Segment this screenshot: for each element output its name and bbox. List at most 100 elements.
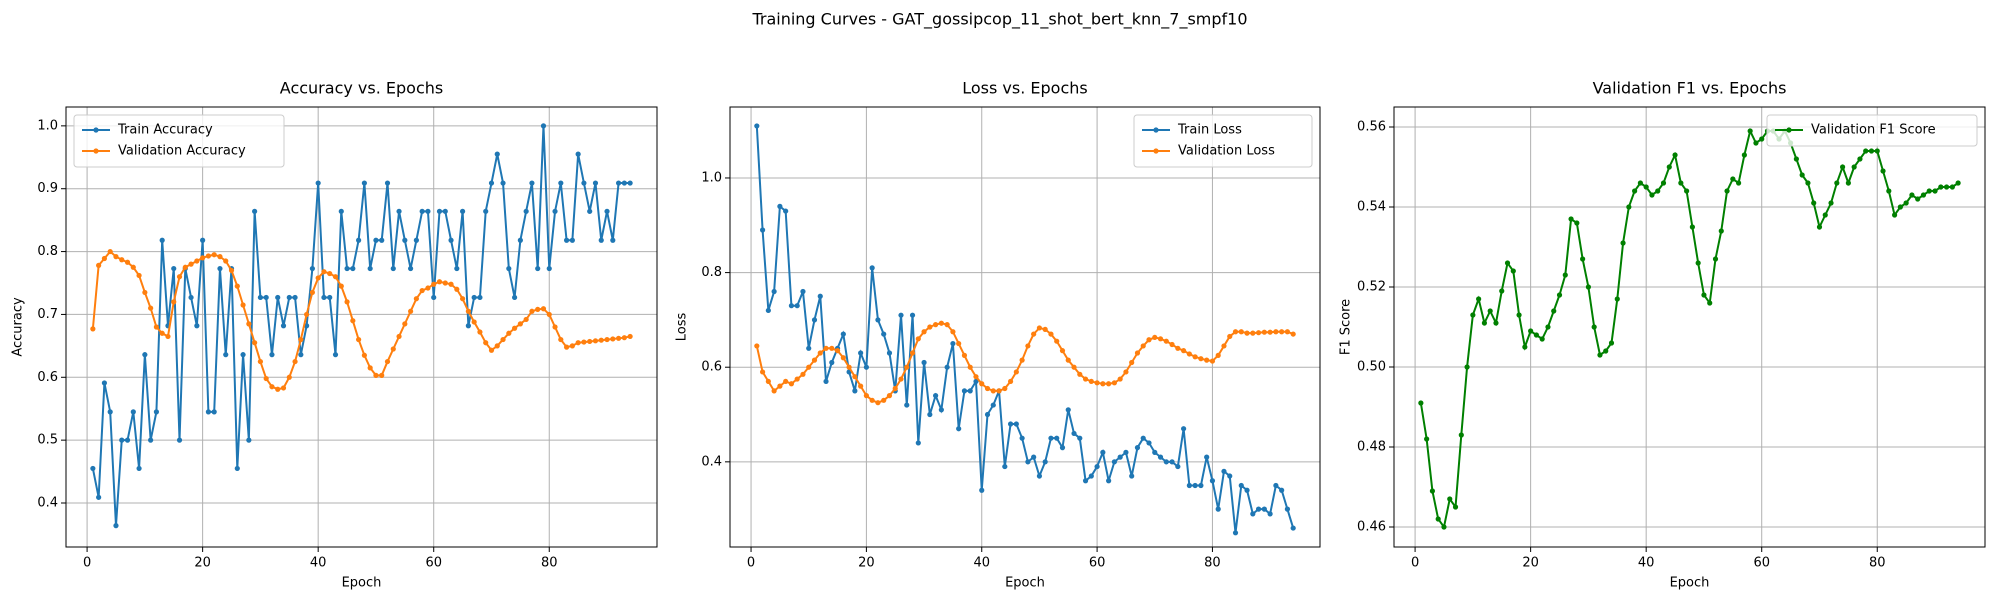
x-tick-label: 40: [973, 556, 990, 571]
point: [1094, 380, 1100, 386]
point: [806, 364, 812, 370]
point: [431, 294, 437, 301]
point: [1880, 168, 1886, 174]
point: [984, 411, 991, 418]
point: [858, 383, 864, 389]
x-axis-label: Epoch: [1005, 576, 1045, 591]
legend-marker: [93, 148, 99, 154]
point: [188, 261, 194, 267]
point: [1487, 308, 1493, 314]
point: [113, 254, 119, 260]
point: [263, 294, 269, 301]
point: [327, 270, 333, 277]
x-tick-label: 20: [1522, 556, 1539, 571]
point: [961, 352, 968, 358]
y-tick-label: 1.0: [701, 170, 722, 185]
point: [1007, 421, 1014, 427]
point: [973, 378, 979, 385]
point: [1920, 192, 1927, 198]
point: [1146, 440, 1152, 446]
legend-label: Train Loss: [1177, 123, 1242, 138]
point: [1238, 482, 1244, 489]
point: [892, 385, 898, 392]
point: [1585, 284, 1592, 290]
point: [915, 440, 921, 446]
point: [338, 283, 344, 289]
point: [598, 337, 604, 343]
point: [1620, 240, 1626, 246]
point: [200, 255, 206, 261]
point: [96, 262, 102, 268]
x-tick-label: 60: [425, 556, 442, 571]
point: [90, 465, 96, 472]
point: [979, 487, 985, 493]
legend-label: Validation Accuracy: [118, 144, 246, 159]
y-tick-label: 0.52: [1357, 280, 1386, 295]
point: [338, 208, 344, 214]
point: [101, 255, 108, 262]
point: [1730, 176, 1736, 182]
point: [1186, 351, 1192, 357]
point: [1707, 300, 1713, 306]
point: [1689, 224, 1695, 230]
point: [1111, 459, 1117, 465]
point: [1868, 148, 1875, 154]
point: [356, 336, 362, 343]
point: [529, 180, 535, 186]
point: [148, 437, 154, 443]
point: [535, 265, 541, 272]
point: [1441, 524, 1447, 530]
point: [292, 358, 298, 365]
point: [927, 324, 933, 330]
point: [938, 407, 944, 413]
point: [246, 437, 252, 443]
y-axis-label: Accuracy: [11, 297, 26, 357]
point: [909, 350, 916, 356]
point: [223, 258, 229, 264]
point: [252, 340, 258, 346]
point: [1429, 488, 1436, 494]
point: [459, 296, 466, 302]
point: [1891, 212, 1898, 218]
point: [1232, 329, 1239, 335]
point: [569, 237, 575, 243]
point: [575, 151, 581, 157]
point: [130, 264, 136, 270]
point: [587, 208, 593, 214]
point: [1186, 482, 1192, 489]
point: [1279, 487, 1285, 493]
point: [1793, 156, 1799, 162]
point: [488, 347, 495, 353]
point: [217, 254, 223, 260]
point: [1759, 136, 1765, 142]
point: [234, 465, 240, 472]
series-line: [755, 125, 1295, 533]
point: [1192, 482, 1198, 489]
point: [1528, 328, 1534, 334]
point: [1048, 435, 1054, 441]
point: [811, 357, 818, 363]
y-tick-label: 0.50: [1357, 360, 1386, 375]
point: [1059, 445, 1066, 451]
point: [592, 180, 599, 186]
y-tick-label: 0.48: [1357, 440, 1386, 455]
point: [1169, 459, 1175, 465]
point: [967, 364, 973, 370]
point: [1597, 352, 1603, 358]
point: [101, 380, 108, 386]
point: [1094, 463, 1100, 470]
point: [1736, 180, 1742, 186]
legend-marker: [93, 127, 99, 133]
point: [604, 208, 610, 214]
point: [1134, 350, 1141, 356]
point: [1007, 378, 1014, 385]
point: [1215, 506, 1221, 512]
series-line: [1419, 128, 1959, 530]
point: [396, 208, 402, 214]
point: [875, 317, 881, 323]
point: [1013, 421, 1019, 427]
x-tick-label: 60: [1089, 556, 1106, 571]
point: [610, 237, 616, 243]
point: [834, 348, 841, 354]
point: [1221, 343, 1227, 349]
